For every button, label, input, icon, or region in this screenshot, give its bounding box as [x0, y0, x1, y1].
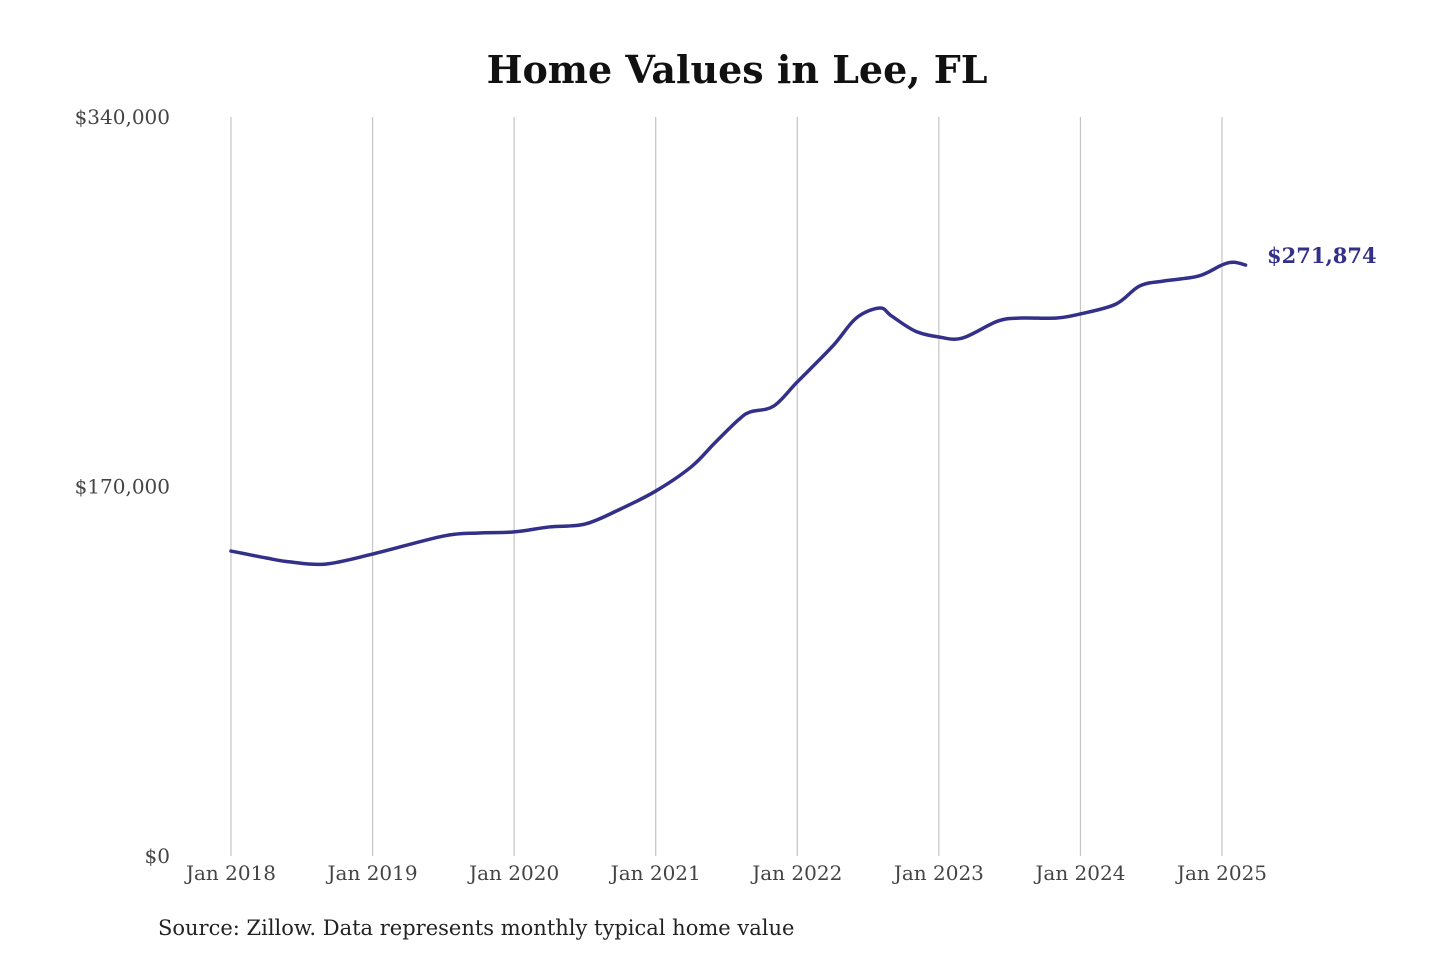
x-axis: Jan 2018 Jan 2019 Jan 2020 Jan 2021 Jan 2022…	[184, 861, 1267, 885]
grid	[230, 117, 1223, 856]
y-tick-label: $0	[145, 844, 170, 868]
x-tick-label: Jan 2021	[609, 861, 701, 885]
source-note: Source: Zillow. Data represents monthly …	[158, 916, 795, 940]
y-tick-label: $170,000	[75, 475, 170, 499]
x-tick-label: Jan 2023	[892, 861, 984, 885]
chart-title: Home Values in Lee, FL	[487, 47, 988, 92]
y-axis: $0 $170,000 $340,000	[75, 105, 170, 868]
x-tick-label: Jan 2025	[1175, 861, 1267, 885]
y-tick-label: $340,000	[75, 105, 170, 129]
x-tick-label: Jan 2019	[326, 861, 418, 885]
series-line	[229, 260, 1248, 567]
x-tick-label: Jan 2018	[184, 861, 276, 885]
x-tick-label: Jan 2022	[750, 861, 842, 885]
x-tick-label: Jan 2024	[1033, 861, 1125, 885]
end-value-label: $271,874	[1267, 243, 1377, 268]
x-tick-label: Jan 2020	[467, 861, 559, 885]
